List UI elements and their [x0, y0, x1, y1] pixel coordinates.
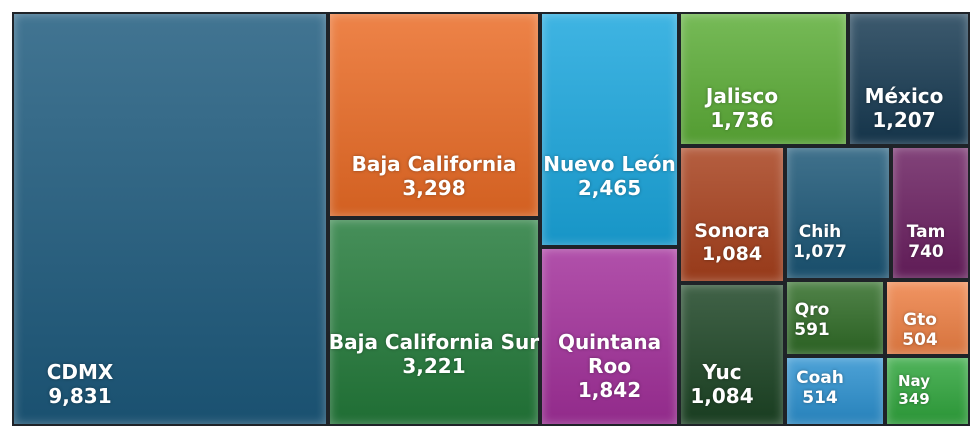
tile-yuc: [679, 283, 785, 426]
tile-label-nuevo-leon: Nuevo León 2,465: [540, 152, 679, 200]
tile-baja-california: [328, 12, 540, 218]
tile-label-baja-california: Baja California 3,298: [328, 152, 540, 200]
tile-value-cdmx: 9,831: [48, 384, 112, 408]
tile-chih: [785, 146, 891, 280]
tile-label-tam: Tam 740: [891, 222, 961, 263]
tile-label-mexico: México 1,207: [848, 84, 960, 132]
tile-name-yuc: Yuc: [702, 360, 742, 384]
tile-value-chih: 1,077: [793, 242, 847, 263]
tile-name-coah: Coah: [796, 368, 844, 388]
tile-name-chih: Chih: [798, 222, 842, 242]
tile-nay: [885, 356, 970, 426]
tile-name-sonora: Sonora: [694, 220, 770, 242]
tile-label-yuc: Yuc 1,084: [679, 360, 765, 408]
tile-quintana-roo: [540, 247, 679, 426]
tile-label-jalisco: Jalisco 1,736: [679, 84, 805, 132]
tile-qro: [785, 280, 885, 356]
tile-coah: [785, 356, 885, 426]
tile-label-cdmx: CDMX 9,831: [20, 360, 140, 408]
tile-name-quintana-roo: Quintana Roo: [557, 330, 662, 378]
tile-label-qro: Qro 591: [785, 300, 839, 341]
tile-value-baja-california: 3,298: [402, 176, 466, 200]
tile-value-nuevo-leon: 2,465: [577, 176, 642, 200]
tile-label-gto: Gto 504: [885, 310, 955, 351]
tile-name-nuevo-leon: Nuevo León: [543, 152, 676, 176]
tile-cdmx: [12, 12, 328, 426]
tile-jalisco: [679, 12, 848, 146]
tile-value-gto: 504: [902, 330, 938, 351]
tile-name-cdmx: CDMX: [46, 360, 114, 384]
tile-name-baja-california: Baja California: [351, 152, 517, 176]
tile-label-coah: Coah 514: [785, 368, 855, 409]
tile-value-mexico: 1,207: [872, 108, 936, 132]
tile-value-baja-california-sur: 3,221: [402, 354, 466, 378]
tile-value-jalisco: 1,736: [710, 108, 774, 132]
tile-baja-california-sur: [328, 218, 540, 426]
tile-name-mexico: México: [864, 84, 944, 108]
tile-gto: [885, 280, 970, 356]
tile-name-gto: Gto: [903, 310, 937, 330]
tile-name-tam: Tam: [906, 222, 946, 242]
tile-value-tam: 740: [908, 242, 944, 263]
tile-value-coah: 514: [802, 388, 838, 409]
tile-value-yuc: 1,084: [690, 384, 754, 408]
tile-value-nay: 349: [898, 390, 930, 408]
tile-label-sonora: Sonora 1,084: [679, 220, 785, 266]
tile-value-quintana-roo: 1,842: [577, 378, 642, 402]
tile-label-baja-california-sur: Baja California Sur 3,221: [328, 330, 540, 378]
tile-value-sonora: 1,084: [701, 242, 763, 265]
tile-value-qro: 591: [794, 320, 830, 341]
tile-label-nay: Nay 349: [885, 372, 943, 408]
tile-label-chih: Chih 1,077: [785, 222, 855, 263]
tile-mexico: [848, 12, 970, 146]
tile-sonora: [679, 146, 785, 283]
tile-tam: [891, 146, 970, 280]
tile-name-nay: Nay: [898, 372, 930, 390]
tile-nuevo-leon: [540, 12, 679, 247]
tile-name-baja-california-sur: Baja California Sur: [328, 330, 540, 354]
tile-label-quintana-roo: Quintana Roo 1,842: [540, 330, 679, 402]
tile-name-jalisco: Jalisco: [705, 84, 779, 108]
tile-name-qro: Qro: [794, 300, 830, 320]
